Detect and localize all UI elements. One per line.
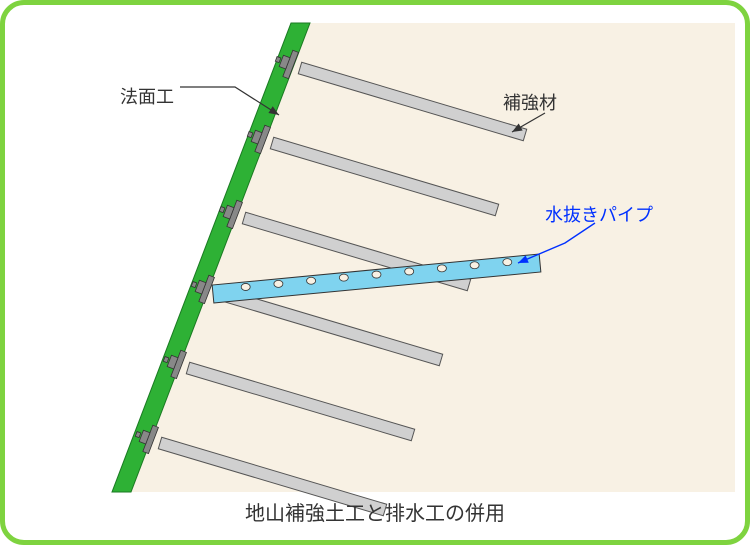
pipe-hole	[274, 280, 283, 287]
pipe-hole	[405, 268, 414, 275]
label-slope-face: 法面工	[120, 83, 174, 109]
label-drainpipe: 水抜きパイプ	[545, 201, 653, 227]
diagram-frame: 法面工 補強材 水抜きパイプ 地山補強土工と排水工の併用	[0, 0, 750, 545]
pipe-hole	[307, 277, 316, 284]
pipe-hole	[437, 265, 446, 272]
pipe-hole	[470, 262, 479, 269]
diagram-caption: 地山補強土工と排水工の併用	[5, 497, 745, 526]
pipe-hole	[503, 259, 512, 266]
pipe-hole	[241, 283, 250, 290]
label-reinforcement: 補強材	[503, 89, 557, 115]
pipe-hole	[372, 271, 381, 278]
pipe-hole	[339, 274, 348, 281]
diagram-svg	[5, 5, 745, 540]
